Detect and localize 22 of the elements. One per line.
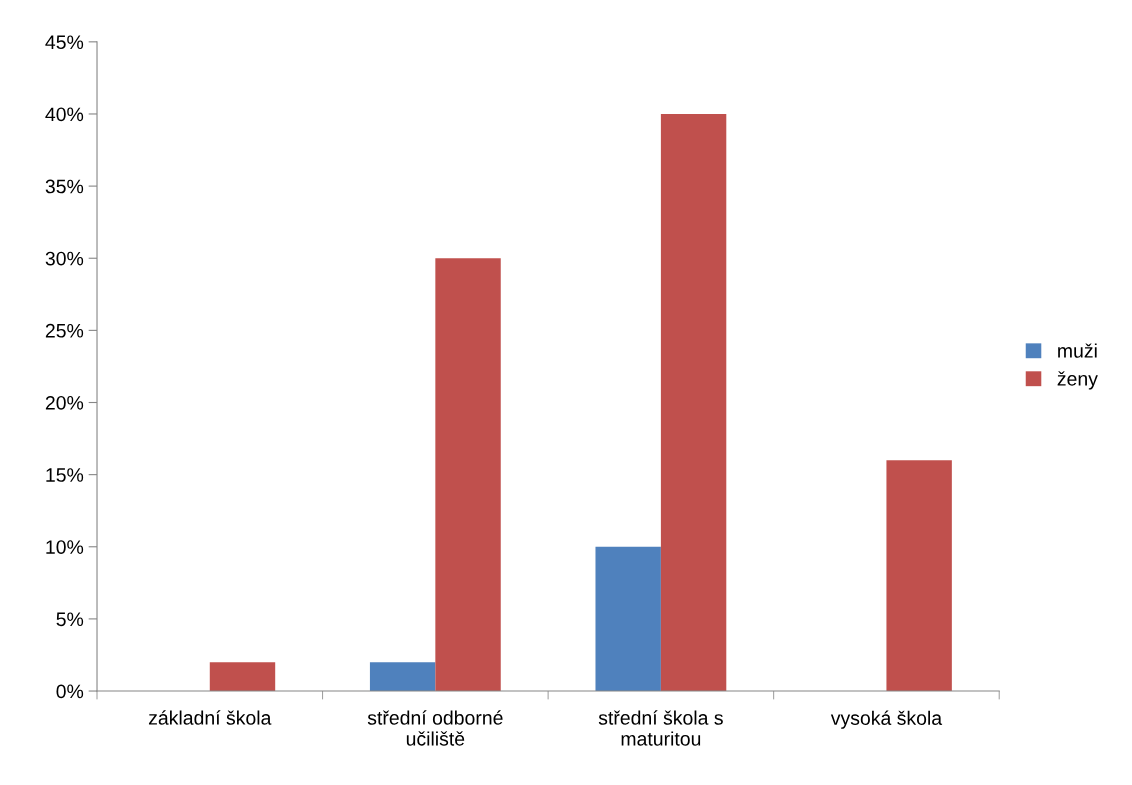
legend-label: muži <box>1058 343 1097 358</box>
y-tick-label: 5% <box>56 612 84 627</box>
x-tick-label: základní škola <box>148 710 272 725</box>
bar <box>595 546 661 692</box>
y-tick-label: 10% <box>46 540 84 555</box>
bar <box>369 662 436 692</box>
legend-label: ženy <box>1057 371 1098 390</box>
bar <box>660 113 727 692</box>
y-tick-label: 30% <box>45 251 84 266</box>
bar <box>886 460 952 692</box>
y-tick-label: 35% <box>45 179 84 194</box>
y-tick-label: 0% <box>56 684 84 699</box>
y-tick-label: 20% <box>45 395 84 410</box>
y-tick-label: 45% <box>45 35 84 50</box>
y-tick-label: 40% <box>45 107 84 122</box>
y-tick-label: 15% <box>46 468 84 482</box>
x-tick-label: vysoká škola <box>830 710 943 729</box>
y-tick-label: 25% <box>45 323 84 338</box>
x-tick-label: střední odborné učiliště <box>367 710 503 746</box>
x-tick-label: střední škola s maturitou <box>598 710 723 746</box>
bar <box>435 258 501 692</box>
bar <box>209 662 276 692</box>
